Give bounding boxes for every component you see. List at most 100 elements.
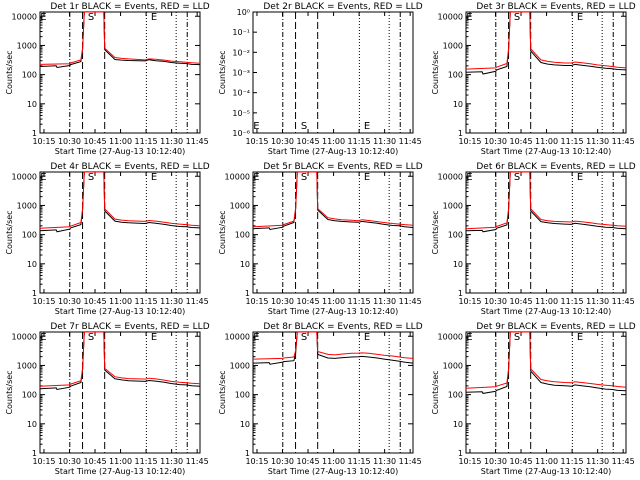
y-tick-label: 1000 xyxy=(230,361,250,370)
y-tick-label: 10 xyxy=(27,420,37,429)
series-lld xyxy=(253,172,413,228)
y-tick-label: 1000 xyxy=(17,201,37,210)
x-tick-label: 11:30 xyxy=(373,137,396,146)
x-tick-label: 10:15 xyxy=(245,137,268,146)
x-tick-label: 11:30 xyxy=(586,457,609,466)
y-tick-label: 10 xyxy=(27,100,37,109)
y-axis-label: Counts/sec xyxy=(5,370,14,414)
x-tick-label: 11:00 xyxy=(322,457,345,466)
y-tick-label: 10 xyxy=(240,420,250,429)
x-tick-label: 11:00 xyxy=(109,297,132,306)
y-tick-label: 100 xyxy=(448,391,463,400)
series-events xyxy=(40,172,200,233)
y-tick-label: 10000 xyxy=(438,172,463,181)
series-events xyxy=(253,172,413,231)
y-axis-label: Counts/sec xyxy=(5,210,14,254)
x-tick-label: 11:15 xyxy=(561,297,584,306)
x-tick-label: 10:30 xyxy=(484,137,507,146)
y-tick-label: 10000 xyxy=(12,12,37,21)
x-tick-label: 10:45 xyxy=(83,297,106,306)
y-tick-label: 100 xyxy=(235,231,250,240)
y-tick-label: 100 xyxy=(22,231,37,240)
y-tick-label: 10000 xyxy=(12,172,37,181)
panel-title: Det 1r BLACK = Events, RED = LLD xyxy=(50,2,209,12)
x-axis-label: Start Time (27-Aug-13 10:12:40) xyxy=(55,307,186,316)
x-tick-label: 10:15 xyxy=(32,137,55,146)
panel-title: Det 3r BLACK = Events, RED = LLD xyxy=(476,2,635,12)
event-marker: E xyxy=(364,172,370,183)
x-tick-label: 10:45 xyxy=(296,297,319,306)
panel-title: Det 5r BLACK = Events, RED = LLD xyxy=(263,162,422,172)
y-tick-label: 10000 xyxy=(225,332,250,341)
series-lld xyxy=(253,332,413,360)
panel-det-5: Det 5r BLACK = Events, RED = LLD 10:15 10:… xyxy=(218,162,423,316)
x-tick-label: 10:30 xyxy=(484,457,507,466)
x-tick-label: 10:45 xyxy=(509,297,532,306)
plot-frame xyxy=(252,171,414,294)
y-tick-label: 10⁻⁵ xyxy=(232,109,250,118)
event-marker: E xyxy=(151,332,157,343)
y-tick-label: 100 xyxy=(235,391,250,400)
y-tick-label: 10 xyxy=(453,100,463,109)
series-lld xyxy=(40,12,200,65)
x-tick-label: 11:15 xyxy=(348,137,371,146)
x-tick-label: 11:15 xyxy=(348,297,371,306)
series-events xyxy=(253,332,413,365)
x-tick-label: 11:00 xyxy=(109,137,132,146)
plot-frame xyxy=(252,331,414,454)
panel-title: Det 8r BLACK = Events, RED = LLD xyxy=(263,322,422,332)
x-tick-label: 11:30 xyxy=(160,297,183,306)
y-tick-label: 100 xyxy=(22,71,37,80)
x-tick-label: 10:45 xyxy=(83,137,106,146)
y-tick-label: 1000 xyxy=(443,201,463,210)
x-tick-label: 11:30 xyxy=(586,137,609,146)
x-tick-label: 11:45 xyxy=(612,297,635,306)
plot-frame xyxy=(39,171,201,294)
x-tick-label: 11:45 xyxy=(612,457,635,466)
x-tick-label: 11:30 xyxy=(160,457,183,466)
x-axis-label: Start Time (27-Aug-13 10:12:40) xyxy=(481,147,612,156)
series-events xyxy=(40,12,200,69)
x-tick-label: 11:45 xyxy=(186,137,209,146)
x-tick-label: 11:45 xyxy=(399,137,422,146)
y-tick-label: 1000 xyxy=(17,361,37,370)
y-tick-label: 10⁻² xyxy=(232,48,250,57)
y-tick-label: 100 xyxy=(448,231,463,240)
y-axis-label: Counts/sec xyxy=(218,370,227,414)
series-lld xyxy=(466,12,626,70)
x-tick-label: 11:30 xyxy=(586,297,609,306)
x-tick-label: 11:15 xyxy=(135,297,158,306)
y-tick-label: 10 xyxy=(240,260,250,269)
x-tick-label: 10:15 xyxy=(245,457,268,466)
event-marker: S xyxy=(88,332,94,343)
y-tick-label: 1 xyxy=(32,129,37,138)
y-tick-label: 1 xyxy=(458,129,463,138)
event-marker: E xyxy=(577,172,583,183)
x-tick-label: 10:45 xyxy=(296,457,319,466)
event-marker: E xyxy=(40,172,46,183)
event-marker: E xyxy=(364,121,370,132)
x-tick-label: 10:30 xyxy=(271,137,294,146)
y-axis-label: Counts/sec xyxy=(5,50,14,94)
plot-frame xyxy=(465,331,627,454)
y-tick-label: 1 xyxy=(458,289,463,298)
x-tick-label: 10:30 xyxy=(271,457,294,466)
x-tick-label: 11:00 xyxy=(535,457,558,466)
x-axis-label: Start Time (27-Aug-13 10:12:40) xyxy=(268,147,399,156)
event-marker: E xyxy=(466,12,472,23)
y-tick-label: 10⁻³ xyxy=(232,69,250,78)
y-tick-label: 1000 xyxy=(443,41,463,50)
series-events xyxy=(40,332,200,391)
event-marker: E xyxy=(40,12,46,23)
event-marker: E xyxy=(466,172,472,183)
y-tick-label: 10 xyxy=(27,260,37,269)
x-tick-label: 10:15 xyxy=(32,297,55,306)
x-tick-label: 10:15 xyxy=(245,297,268,306)
series-lld xyxy=(466,332,626,389)
x-tick-label: 11:30 xyxy=(373,297,396,306)
